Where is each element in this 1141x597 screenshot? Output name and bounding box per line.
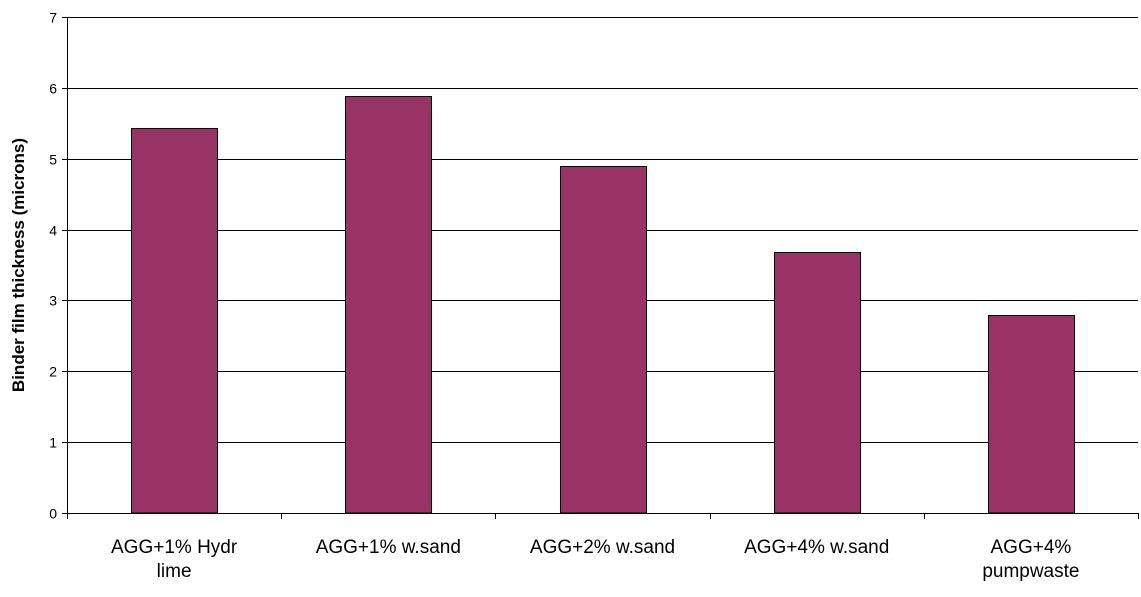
bar-0 <box>131 128 218 514</box>
x-tick-label-0: AGG+1% Hydr lime <box>111 537 238 582</box>
x-tick-label-4: AGG+4% pumpwaste <box>982 537 1079 582</box>
x-tick-label-line: AGG+1% Hydr <box>111 537 238 558</box>
y-tick-label-4: 4 <box>49 223 57 239</box>
bar-4 <box>988 315 1075 514</box>
x-axis-ticks: AGG+1% Hydr lime AGG+1% w.sand AGG+2% w.san… <box>67 513 1139 582</box>
x-tick-label-line: AGG+2% w.sand <box>530 537 675 558</box>
bars <box>131 96 1075 514</box>
bar-3 <box>774 252 861 514</box>
x-tick-label-3: AGG+4% w.sand <box>744 537 889 558</box>
axes <box>67 17 1138 514</box>
x-tick-label-line: AGG+4% w.sand <box>744 537 889 558</box>
y-tick-label-5: 5 <box>49 152 57 168</box>
y-axis-title: Binder film thickness (microns) <box>9 138 28 392</box>
bar-1 <box>345 96 432 514</box>
x-tick-label-line: pumpwaste <box>982 561 1079 582</box>
y-axis-ticks: 0 1 2 3 4 5 6 7 <box>49 10 67 522</box>
x-tick-label-line: AGG+4% <box>991 537 1072 558</box>
y-tick-label-6: 6 <box>49 81 57 97</box>
bar-2 <box>560 166 647 514</box>
y-tick-label-1: 1 <box>49 435 57 451</box>
x-tick-label-line: AGG+1% w.sand <box>316 537 461 558</box>
y-tick-label-2: 2 <box>49 364 57 380</box>
x-tick-label-2: AGG+2% w.sand <box>530 537 675 558</box>
x-tick-label-line: lime <box>157 561 192 582</box>
y-tick-label-3: 3 <box>49 293 57 309</box>
y-tick-label-7: 7 <box>49 10 57 26</box>
y-tick-label-0: 0 <box>49 506 57 522</box>
x-tick-label-1: AGG+1% w.sand <box>316 537 461 558</box>
